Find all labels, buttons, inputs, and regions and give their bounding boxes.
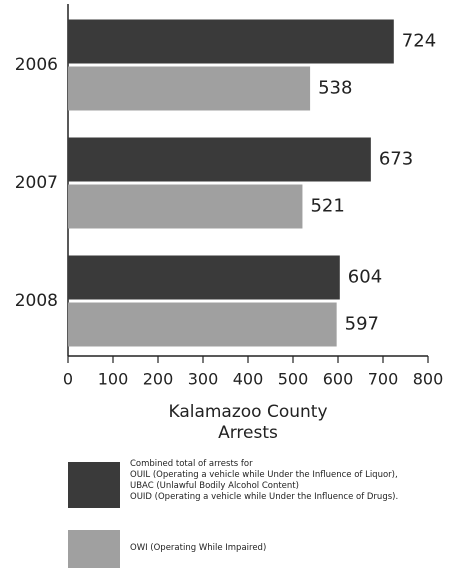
bar	[68, 255, 340, 300]
x-tick-label: 600	[323, 370, 354, 389]
legend-swatch	[68, 462, 120, 508]
y-tick-label: 2006	[15, 55, 58, 75]
value-label: 538	[318, 78, 352, 99]
bar	[68, 66, 311, 111]
y-tick-label: 2007	[15, 173, 58, 193]
x-tick-label: 400	[233, 370, 264, 389]
x-tick-label: 300	[188, 370, 219, 389]
value-label: 597	[345, 314, 379, 335]
value-label: 521	[310, 196, 344, 217]
bar	[68, 137, 371, 182]
bar	[68, 184, 303, 229]
legend-swatch	[68, 530, 120, 568]
bar	[68, 19, 394, 64]
value-label: 673	[379, 149, 413, 170]
x-axis-label: Kalamazoo County Arrests	[168, 402, 328, 443]
x-tick-label: 700	[368, 370, 399, 389]
x-tick-label: 500	[278, 370, 309, 389]
chart: 0 100 200 300 400 500 600 700 800 2006 724 538 2007 6…	[15, 4, 444, 389]
x-tick-label: 200	[143, 370, 174, 389]
x-tick-label: 100	[98, 370, 129, 389]
legend-label: OWI (Operating While Impaired)	[130, 543, 267, 553]
legend-label: Combined total of arrests for OUIL (Oper…	[130, 459, 399, 502]
x-tick-label: 800	[413, 370, 444, 389]
y-tick-label: 2008	[15, 291, 58, 311]
value-label: 604	[348, 267, 382, 288]
bar	[68, 302, 337, 347]
value-label: 724	[402, 31, 436, 52]
x-tick-label: 0	[63, 370, 73, 389]
